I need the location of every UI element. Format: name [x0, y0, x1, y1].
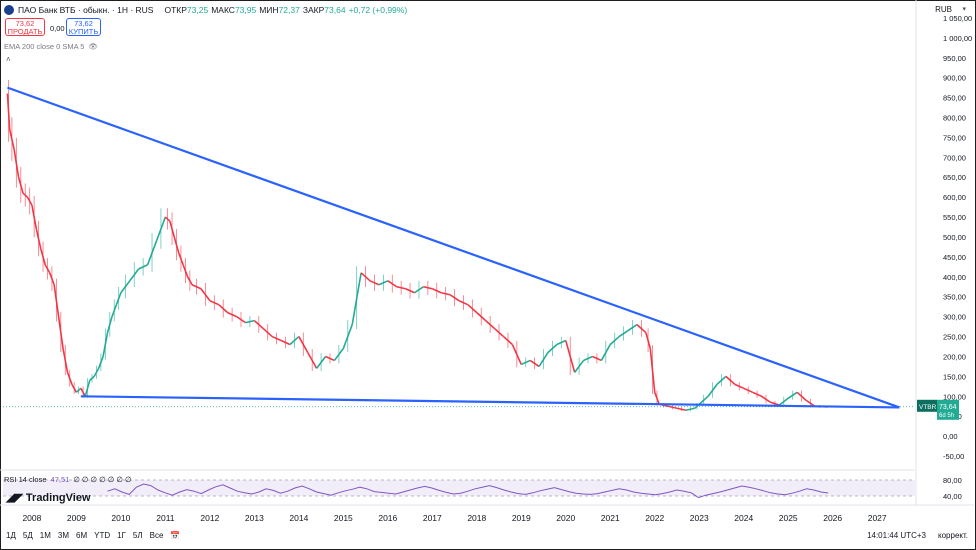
time-tick-label: 2026	[823, 513, 843, 523]
tf-5y[interactable]: 5Л	[132, 531, 143, 540]
time-tick-label: 2010	[111, 513, 131, 523]
tradingview-logo[interactable]: ◢◤ TradingView	[6, 491, 91, 505]
time-tick-label: 2027	[867, 513, 887, 523]
tf-1y[interactable]: 1Г	[117, 531, 126, 540]
time-tick-label: 2019	[511, 513, 531, 523]
spread-value: 0,00	[50, 24, 65, 33]
time-tick-label: 2008	[22, 513, 42, 523]
rsi-level-label: 80,00	[943, 476, 962, 485]
tf-1m[interactable]: 1М	[39, 531, 51, 540]
buy-button[interactable]: 73,62 КУПИТЬ	[66, 18, 101, 36]
chevron-down-icon[interactable]: ▾	[962, 6, 966, 13]
price-tag-value: 73,64	[939, 404, 957, 411]
price-tick-label[interactable]: 350,00	[943, 293, 966, 302]
price-tick-label[interactable]: 300,00	[943, 313, 966, 322]
tf-5d[interactable]: 5Д	[22, 531, 33, 540]
sell-price: 73,62	[15, 19, 35, 28]
high-label: МАКС	[211, 5, 235, 15]
price-tick-label[interactable]: 550,00	[943, 213, 966, 222]
rsi-legend[interactable]: RSI 14 close 47,51 ∅ ∅ ∅ ∅ ∅ ∅ ∅	[4, 475, 132, 484]
chart-header: ПАО Банк ВТБ · обыкн. · 1Н · RUS ОТКР 73,…	[4, 3, 407, 17]
price-tick-label[interactable]: 0,00	[943, 432, 958, 441]
indicator-legend[interactable]: EMA 200 close 0 SMA 5 👁	[4, 42, 98, 51]
collapse-chevron-icon[interactable]: ˄	[6, 55, 11, 64]
price-tick-label[interactable]: 500,00	[943, 233, 966, 242]
calendar-icon[interactable]: 📅	[170, 531, 181, 540]
price-tick-label[interactable]: 850,00	[943, 94, 966, 103]
tf-6m[interactable]: 6М	[76, 531, 88, 540]
time-tick-label: 2022	[645, 513, 665, 523]
tf-ytd[interactable]: YTD	[94, 531, 111, 540]
time-tick-label: 2018	[467, 513, 487, 523]
close-label: ЗАКР	[302, 5, 325, 15]
price-tick-label[interactable]: -50,00	[943, 452, 964, 461]
open-value: 73,25	[186, 5, 209, 15]
time-tick-label: 2023	[689, 513, 709, 523]
eye-icon[interactable]: 👁	[88, 42, 98, 51]
price-tick-label[interactable]: 700,00	[943, 153, 966, 162]
sell-button[interactable]: 73,62 ПРОДАТЬ	[5, 18, 45, 36]
time-tick-label: 2024	[734, 513, 754, 523]
price-tick-label[interactable]: 400,00	[943, 273, 966, 282]
rsi-line	[107, 483, 829, 499]
price-tick-label[interactable]: 200,00	[943, 352, 966, 361]
price-tick-label[interactable]: 900,00	[943, 74, 966, 83]
brand-name: TradingView	[25, 491, 91, 504]
tf-all[interactable]: Все	[149, 531, 164, 540]
price-tick-label[interactable]: 800,00	[943, 114, 966, 123]
close-value: 73,64	[324, 5, 346, 15]
low-value: 72,37	[278, 5, 300, 15]
symbol-logo-icon	[4, 5, 14, 15]
rsi-placeholders: ∅ ∅ ∅ ∅ ∅ ∅ ∅	[73, 475, 132, 484]
price-tick-label[interactable]: 450,00	[943, 253, 966, 262]
low-label: МИН	[259, 5, 279, 15]
time-tick-label: 2009	[66, 513, 86, 523]
correction-toggle[interactable]: коррект.	[938, 531, 968, 540]
price-tick-label[interactable]: 600,00	[943, 193, 966, 202]
change-value: +0,72 (+0,99%)	[348, 5, 408, 15]
time-tick-label: 2016	[378, 513, 398, 523]
price-tick-label[interactable]: 150,00	[943, 372, 966, 381]
ma-indicator-label[interactable]: EMA 200 close 0 SMA 5	[4, 42, 85, 51]
price-tick-label[interactable]: 250,00	[943, 333, 966, 342]
time-tick-label: 2014	[289, 513, 309, 523]
currency-selector[interactable]: RUB	[935, 5, 952, 14]
time-tick-label: 2011	[156, 513, 175, 523]
price-tick-label[interactable]: 1 000,00	[943, 34, 972, 43]
time-tick-label: 2017	[422, 513, 442, 523]
tf-3m[interactable]: 3М	[57, 531, 69, 540]
timeframe-bar: 1Д 5Д 1М 3М 6М YTD 1Г 5Л Все 📅	[6, 531, 180, 540]
sell-label: ПРОДАТЬ	[7, 27, 43, 36]
price-tick-label[interactable]: 950,00	[943, 54, 966, 63]
time-tick-label: 2015	[333, 513, 353, 523]
price-tag-countdown: 6d 5h	[939, 413, 954, 419]
time-tick-label: 2025	[778, 513, 798, 523]
time-tick-label: 2020	[556, 513, 576, 523]
price-tick-label[interactable]: 1 050,00	[943, 14, 972, 23]
time-tick-label: 2013	[244, 513, 264, 523]
tradingview-icon: ◢◤	[6, 492, 23, 504]
time-tick-label: 2012	[200, 513, 220, 523]
price-tick-label[interactable]: 650,00	[943, 173, 966, 182]
ticker-tag-text: VTBR	[919, 404, 937, 411]
clock[interactable]: 14:01:44 UTC+3	[867, 531, 926, 540]
buy-label: КУПИТЬ	[68, 27, 99, 36]
trendline[interactable]	[80, 395, 900, 409]
trendline[interactable]	[7, 86, 900, 409]
price-tick-label[interactable]: 750,00	[943, 133, 966, 142]
price-tick-label[interactable]: 100,00	[943, 392, 966, 401]
tf-1d[interactable]: 1Д	[6, 531, 16, 540]
rsi-value: 47,51	[50, 475, 70, 484]
time-tick-label: 2021	[600, 513, 620, 523]
rsi-level-label: 40,00	[943, 492, 962, 501]
rsi-label[interactable]: RSI 14 close	[4, 475, 47, 484]
symbol-title[interactable]: ПАО Банк ВТБ · обыкн. · 1Н · RUS	[18, 5, 154, 15]
price-tag	[937, 399, 959, 420]
high-value: 73,95	[234, 5, 257, 15]
ticker-tag	[917, 399, 937, 412]
buy-price: 73,62	[74, 19, 93, 28]
open-label: ОТКР	[164, 5, 187, 15]
